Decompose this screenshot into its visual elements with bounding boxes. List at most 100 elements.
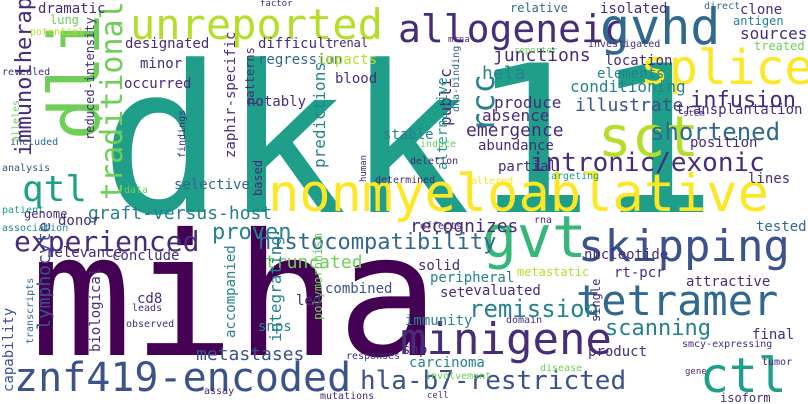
word-infusion: infusion (690, 88, 796, 113)
word-findings: findings (177, 109, 188, 158)
word-leads: leads (132, 303, 163, 314)
word-attractive: attractive (686, 274, 771, 290)
word-metastases: metastases (196, 344, 305, 365)
word-zaphir-specific: zaphir-specific (223, 31, 239, 158)
word-minor: minor (140, 56, 183, 72)
word-reduced-intensity: reduced-intensity (83, 17, 97, 140)
word-relevance: relevance (46, 245, 122, 261)
word-remission: remission (469, 295, 600, 323)
word-disease: disease (540, 363, 583, 374)
word-relative: relative (510, 1, 568, 15)
word-gvhd: gvhd (600, 0, 721, 56)
word-investigated: investigated (588, 39, 661, 50)
word-product: product (588, 344, 648, 360)
word-responses: responses (346, 351, 401, 362)
word-altered: altered (471, 176, 514, 187)
word-znf419-encoded: znf419-encoded (14, 355, 352, 401)
word-dna-binding: dna-binding (451, 45, 462, 112)
word-graft-versus-host: graft-versus-host (88, 203, 273, 224)
word-dkk11: dkk11 (100, 23, 718, 261)
word-elements: elements (597, 66, 665, 82)
word-genome: genome (24, 207, 68, 221)
word-regression: regression (258, 52, 343, 68)
word-set: set (440, 285, 466, 301)
word-conclude: conclude (112, 248, 180, 264)
word-accompanied: accompanied (223, 245, 239, 338)
word-shortened: shortened (650, 118, 781, 146)
word-scanning: scanning (605, 316, 711, 341)
word-rt-pcr: rt-pcr (614, 265, 665, 281)
word-involvement: involvement (425, 371, 492, 382)
word-histocompatibility: histocompatibility (258, 230, 497, 255)
word-occurred: occurred (124, 76, 192, 92)
word-partial: partial (498, 159, 558, 175)
word-single: single (589, 278, 603, 322)
word-analysis: analysis (2, 163, 51, 174)
word-clone: clone (740, 2, 783, 18)
word-proven: proven (212, 220, 292, 245)
word-snps: snps (258, 319, 292, 335)
word-capability: capability (1, 307, 17, 392)
word-dramatic: dramatic (38, 1, 106, 17)
word-hla-b7-restricted: hla-b7-restricted (360, 366, 627, 396)
word-alleles: alleles (11, 99, 22, 142)
word-led: led (296, 293, 322, 309)
word-deletion: deletion (410, 156, 459, 167)
word-illustrate: illustrate (575, 95, 684, 116)
word-selective: selective (174, 177, 250, 193)
word-included: included (10, 137, 59, 148)
word-potential: potential (30, 27, 85, 38)
word-lymphocyte: lymphocyte (34, 221, 55, 330)
word-intronic-exonic: intronic/exonic (530, 148, 765, 178)
word-based: based (251, 159, 265, 196)
word-revealed: revealed (2, 67, 51, 78)
word-rna: rna (534, 215, 553, 226)
word-data: data (124, 185, 149, 196)
word-domain: domain (506, 315, 543, 326)
word-observed: observed (126, 319, 175, 330)
word-recognizes: recognizes (410, 216, 519, 237)
word-hela: hela (482, 63, 526, 84)
word-induce: induce (420, 139, 457, 150)
word-conditioning: conditioning (570, 77, 686, 96)
word-lines: lines (748, 171, 791, 187)
word-minigene: minigene (400, 314, 612, 365)
word-treated: treated (754, 39, 805, 53)
word-smcy-expressing: smcy-expressing (682, 339, 773, 350)
word-factor: factor (260, 0, 293, 9)
word-combined: combined (325, 281, 393, 297)
word-association: association (2, 223, 69, 234)
word-cd8: cd8 (137, 291, 163, 307)
word-unreported: unreported (130, 0, 383, 49)
word-gene: gene (685, 367, 707, 377)
word-solid: solid (418, 258, 461, 274)
word-experienced: experienced (14, 225, 200, 258)
word-impacts: impacts (318, 52, 378, 68)
word-tumor: tumor (762, 357, 793, 368)
word-transcripts: transcripts (25, 277, 36, 344)
word-location: location (605, 53, 673, 69)
word-abundance: abundance (478, 138, 554, 154)
word-immunity: immunity (405, 313, 473, 329)
word-antigen: antigen (733, 14, 784, 28)
word-renal: renal (332, 36, 369, 50)
word-patient: patient (2, 205, 45, 216)
word-determined: determined (375, 175, 436, 186)
word-transplantation: transplantation (676, 102, 803, 118)
word-splice: splice (640, 40, 808, 96)
word-mutations: mutations (320, 391, 375, 402)
word-mrna: mrna (448, 35, 470, 45)
word-isoform: isoform (720, 391, 771, 404)
word-sct: sct (598, 105, 700, 170)
word-evaluated: evaluated (465, 283, 541, 299)
word-qtl: qtl (22, 169, 88, 210)
word-isolated: isolated (600, 1, 668, 17)
word-allogeneic: allogeneic (398, 7, 627, 51)
word-stem: stem (683, 109, 705, 119)
word-produce: produce (494, 93, 562, 112)
word-cell: cell (427, 391, 449, 401)
word-nonmyeloablative: nonmyeloablative (268, 164, 769, 224)
word-emergence: emergence (466, 120, 564, 141)
word-human: human (359, 154, 369, 182)
